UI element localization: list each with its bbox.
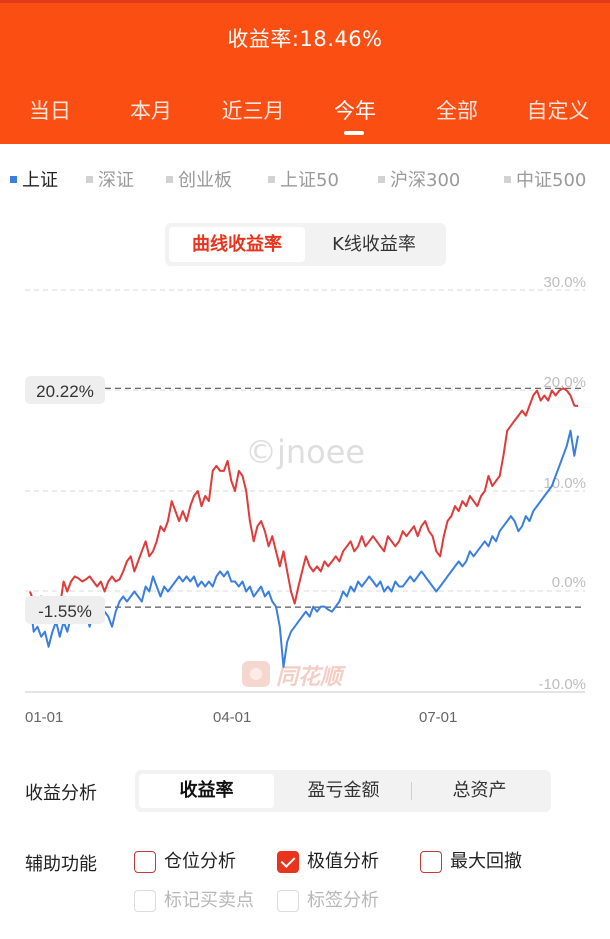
return-analysis-label: 收益分析: [25, 783, 97, 804]
index-shenzhen[interactable]: 深证: [86, 166, 134, 192]
return-rate-title: 收益率:18.46%: [227, 27, 383, 51]
return-rate-button[interactable]: 收益率: [139, 774, 274, 808]
period-tabs: 当日 本月 近三月 今年 全部 自定义: [0, 95, 610, 135]
tab-this-year[interactable]: 今年: [334, 99, 376, 123]
min-value-label-bg: [25, 596, 105, 624]
ths-logo-icon-dot: [250, 668, 262, 680]
checkbox-icon: [134, 851, 156, 873]
min-value-label: -1.55%: [25, 596, 105, 624]
series-line-portfolio: [29, 387, 579, 613]
checkbox-icon: [420, 851, 442, 873]
profit-loss-button[interactable]: 盈亏金额: [307, 780, 380, 801]
ths-logo: 同花顺: [242, 661, 346, 690]
total-assets-button[interactable]: 总资产: [452, 780, 507, 801]
ths-logo-text: 同花顺: [276, 665, 346, 690]
index-chinext[interactable]: 创业板: [166, 166, 232, 192]
max-value-label-text: 20.22%: [36, 382, 94, 401]
legend-dot-icon: [10, 175, 17, 183]
max-value-label-bg: [25, 376, 105, 404]
index-csi300[interactable]: 沪深300: [378, 166, 460, 192]
return-analysis-row: 收益分析 收益率 盈亏金额 总资产: [25, 770, 585, 812]
top-header: 收益率:18.46% 当日 本月 近三月 今年 全部 自定义: [0, 0, 610, 144]
tab-this-month[interactable]: 本月: [130, 99, 172, 123]
y-tick-label: 30.0%: [543, 274, 586, 291]
kline-return-button[interactable]: K线收益率: [332, 234, 416, 255]
legend-dot-icon: [86, 175, 93, 183]
analysis-segmented-control: 收益率 盈亏金额 总资产: [135, 770, 551, 812]
tab-today[interactable]: 当日: [29, 99, 71, 123]
x-tick-label: 01-01: [25, 709, 63, 726]
tab-custom[interactable]: 自定义: [526, 99, 590, 123]
legend-dot-icon: [378, 175, 385, 183]
aux-functions-label: 辅助功能: [25, 854, 97, 875]
reference-lines: [25, 387, 585, 608]
series-line-shanghai: [29, 429, 579, 668]
x-tick-label: 04-01: [213, 709, 251, 726]
checkbox-checked-icon: [277, 851, 299, 873]
y-tick-label: -10.0%: [538, 676, 586, 693]
watermark-text: ©jnoee: [245, 433, 365, 471]
chart-type-toggle: 曲线收益率 K线收益率: [165, 223, 446, 266]
legend-dot-icon: [166, 175, 173, 183]
y-tick-label: 0.0%: [552, 574, 586, 591]
checkbox-icon: [134, 890, 156, 912]
legend-dot-icon: [268, 175, 275, 183]
legend-dot-icon: [504, 175, 511, 183]
index-sse50[interactable]: 上证50: [268, 166, 339, 192]
checkbox-icon: [277, 890, 299, 912]
segment-divider: [411, 782, 412, 800]
curve-return-button[interactable]: 曲线收益率: [169, 227, 305, 262]
active-tab-indicator: [344, 131, 364, 135]
index-shanghai[interactable]: 上证: [10, 166, 58, 192]
max-value-label: 20.22%: [25, 376, 105, 404]
tab-last-3-months[interactable]: 近三月: [221, 99, 285, 123]
index-selector: 上证 深证 创业板 上证50 沪深300 中证500: [0, 166, 610, 196]
index-csi500[interactable]: 中证500: [504, 166, 586, 192]
x-tick-label: 07-01: [419, 709, 457, 726]
return-chart: 30.0% 20.0% 10.0% 0.0% -10.0% 01-01 04-0…: [25, 274, 586, 726]
min-value-label-text: -1.55%: [38, 602, 92, 621]
y-tick-label: 20.0%: [543, 374, 586, 391]
tab-all[interactable]: 全部: [436, 99, 478, 123]
